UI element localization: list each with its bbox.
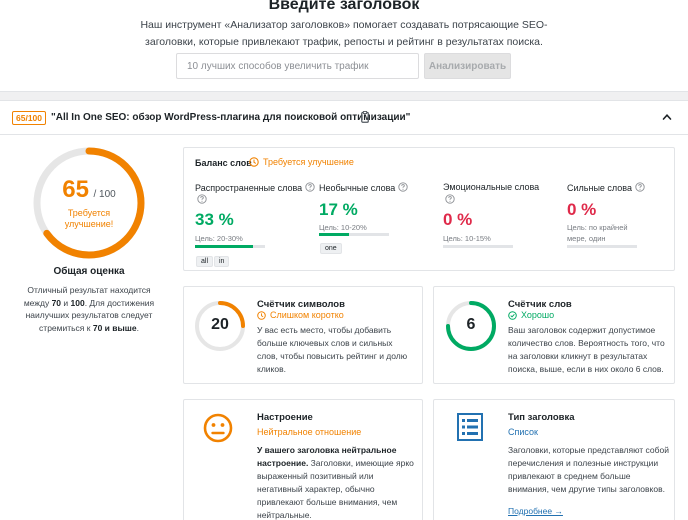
help-icon[interactable] bbox=[197, 194, 207, 204]
score-value: 65 / 100 bbox=[32, 176, 146, 204]
sentiment-text: У вашего заголовка нейтральное настроени… bbox=[257, 445, 414, 520]
headline-type-text: Заголовки, которые представляют собой пе… bbox=[508, 445, 669, 494]
chevron-up-icon[interactable] bbox=[662, 113, 672, 121]
page-description: Наш инструмент «Анализатор заголовков» п… bbox=[140, 19, 548, 48]
score-max: / 100 bbox=[93, 189, 116, 200]
char-counter-title: Счётчик символов bbox=[257, 299, 345, 310]
help-icon[interactable] bbox=[305, 182, 315, 192]
score-status: Требуется улучшение! bbox=[64, 208, 114, 229]
copy-icon[interactable] bbox=[361, 111, 369, 123]
power-words-percent: 0 % bbox=[567, 200, 597, 219]
uncommon-words-track bbox=[319, 233, 389, 236]
word-tag: all bbox=[196, 256, 214, 267]
score-number: 65 bbox=[62, 176, 89, 203]
sentiment-status: Нейтральное отношение bbox=[257, 427, 362, 437]
learn-more-link[interactable]: Подробнее → bbox=[508, 506, 563, 516]
page-title: Введите заголовок bbox=[268, 0, 420, 13]
char-counter-ring bbox=[195, 301, 245, 351]
power-words-label: Сильные слова bbox=[567, 182, 645, 193]
common-words-goal: Цель: 20-30% bbox=[195, 234, 243, 243]
emotional-words-percent: 0 % bbox=[443, 210, 473, 229]
word-tag: in bbox=[214, 256, 230, 267]
uncommon-words-percent: 17 % bbox=[319, 200, 358, 219]
char-counter-status: Слишком коротко bbox=[257, 310, 344, 320]
help-icon[interactable] bbox=[635, 182, 645, 192]
warning-clock-icon bbox=[249, 157, 259, 167]
common-words-bar bbox=[195, 245, 253, 248]
help-icon[interactable] bbox=[398, 182, 408, 192]
word-tag: one bbox=[320, 243, 342, 254]
headline-input[interactable] bbox=[176, 53, 419, 79]
sentiment-title: Настроение bbox=[257, 412, 313, 423]
word-counter-value: 6 bbox=[466, 316, 476, 333]
overall-score-title: Общая оценка bbox=[53, 266, 125, 277]
headline-type-card bbox=[433, 399, 675, 520]
analyzer-header: Введите заголовок Наш инструмент «Анализ… bbox=[0, 0, 688, 92]
common-words-track bbox=[195, 245, 265, 248]
word-counter-status: Хорошо bbox=[508, 310, 554, 320]
common-words-label: Распространенные слова bbox=[195, 182, 315, 193]
help-icon[interactable] bbox=[445, 194, 455, 204]
neutral-face-icon bbox=[203, 413, 233, 443]
power-words-goal: Цель: по крайней мере, один bbox=[567, 223, 628, 243]
power-words-track bbox=[567, 245, 637, 248]
word-counter-title: Счётчик слов bbox=[508, 299, 572, 310]
score-gauge bbox=[33, 147, 145, 259]
emotional-words-label: Эмоциональные слова bbox=[443, 182, 540, 192]
sentiment-card bbox=[183, 399, 423, 520]
headline-type-status: Список bbox=[508, 427, 538, 437]
common-words-percent: 33 % bbox=[195, 210, 234, 229]
word-balance-title: Баланс слов bbox=[195, 158, 252, 168]
uncommon-words-label: Необычные слова bbox=[319, 182, 408, 193]
check-icon bbox=[508, 310, 517, 320]
emotional-words-goal: Цель: 10-15% bbox=[443, 234, 491, 243]
word-counter-ring bbox=[446, 301, 496, 351]
uncommon-words-bar bbox=[319, 233, 349, 236]
word-balance-status: Требуется улучшение bbox=[249, 157, 354, 167]
analyzed-headline: "All In One SEO: обзор WordPress-плагина… bbox=[51, 112, 411, 123]
char-counter-value: 20 bbox=[211, 316, 229, 333]
overall-score-description: Отличный результат находится между 70 и … bbox=[23, 285, 155, 333]
emotional-words-track bbox=[443, 245, 513, 248]
word-counter-text: Ваш заголовок содержит допустимое количе… bbox=[508, 325, 665, 374]
word-balance-panel bbox=[183, 147, 675, 271]
result-header[interactable]: 65/100 "All In One SEO: обзор WordPress-… bbox=[0, 101, 688, 135]
headline-type-title: Тип заголовка bbox=[508, 412, 575, 423]
list-icon bbox=[457, 413, 483, 441]
score-badge: 65/100 bbox=[12, 111, 46, 125]
char-counter-text: У вас есть место, чтобы добавить больше … bbox=[257, 325, 408, 374]
analyze-button[interactable]: Анализировать bbox=[424, 53, 511, 79]
warning-clock-icon bbox=[257, 310, 266, 320]
uncommon-words-goal: Цель: 10-20% bbox=[319, 223, 367, 232]
